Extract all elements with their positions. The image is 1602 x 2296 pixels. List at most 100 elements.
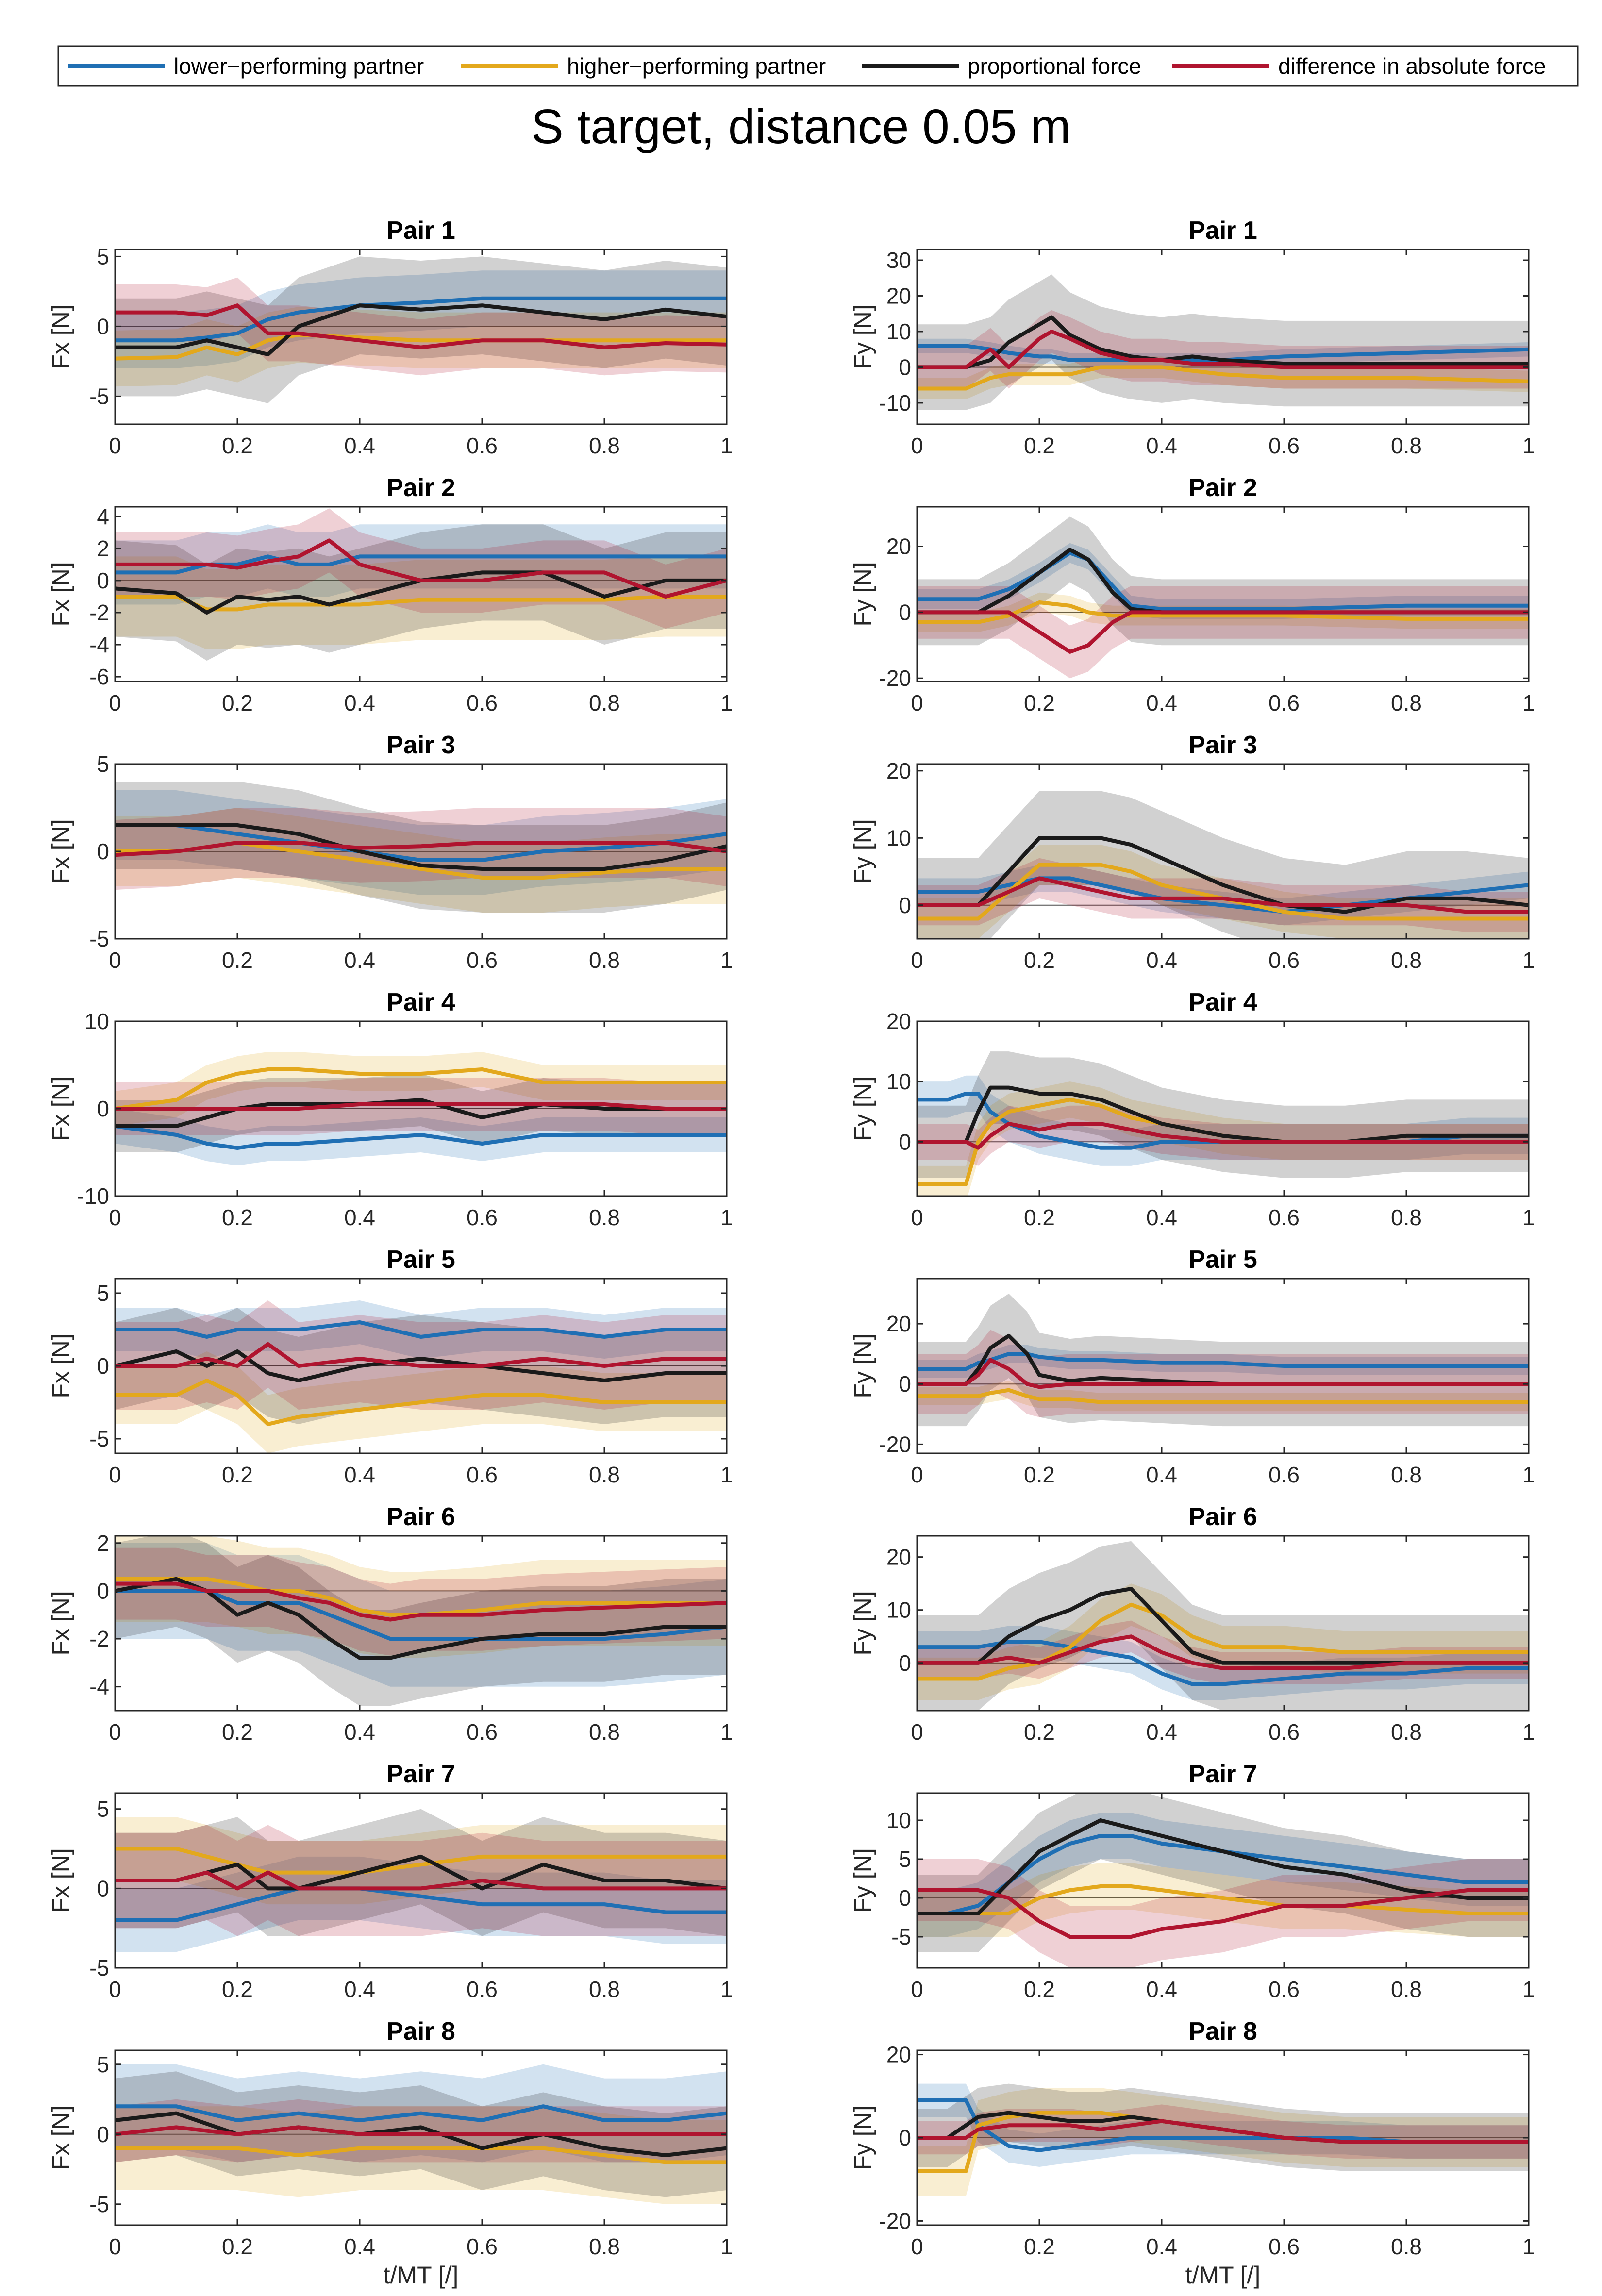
panel-title: Pair 4 <box>1188 988 1257 1016</box>
panel-title: Pair 2 <box>1188 474 1257 502</box>
series-band <box>115 1817 727 1905</box>
x-tick-label: 0.6 <box>1268 1977 1300 2002</box>
series-line <box>115 2125 727 2136</box>
series-band <box>917 1793 1529 1952</box>
series-line <box>917 344 1529 362</box>
x-tick-label: 0.4 <box>344 690 375 715</box>
series-line <box>917 2098 1529 2152</box>
y-tick-label: 0 <box>97 2122 109 2147</box>
plot-area <box>917 516 1529 679</box>
y-tick-label: -20 <box>879 2208 911 2233</box>
x-tick-label: 0.8 <box>589 1462 620 1487</box>
series-line <box>917 863 1529 921</box>
y-tick-label: -5 <box>89 2192 109 2217</box>
series-line <box>115 1102 727 1111</box>
x-tick-label: 0.8 <box>589 948 620 973</box>
x-tick-label: 0.2 <box>222 1719 253 1745</box>
x-tick-label: 0.2 <box>1024 2234 1055 2259</box>
x-tick-label: 1 <box>720 433 733 458</box>
series-band <box>917 1294 1529 1427</box>
x-axis-label: t/MT [/] <box>1185 2262 1261 2289</box>
y-tick-label: 0 <box>899 1885 911 1911</box>
series-line <box>115 1581 727 1622</box>
y-axis-label: Fx [N] <box>47 1333 74 1398</box>
y-axis-label: Fy [N] <box>849 2105 876 2170</box>
y-tick-label: 10 <box>886 1069 911 1094</box>
series-line <box>917 1634 1529 1670</box>
series-band <box>917 1583 1529 1700</box>
series-band <box>917 2104 1529 2159</box>
x-tick-label: 0.2 <box>222 1462 253 1487</box>
y-tick-label: -6 <box>89 664 109 689</box>
y-tick-label: -2 <box>89 1626 109 1651</box>
y-axis-label: Fy [N] <box>849 1848 876 1913</box>
x-tick-label: 0.2 <box>222 948 253 973</box>
y-axis-label: Fx [N] <box>47 2105 74 2170</box>
series-line <box>917 1884 1529 1915</box>
axes-frame <box>916 1535 1530 1712</box>
legend-label: lower−performing partner <box>174 53 424 79</box>
y-tick-label: 20 <box>886 758 911 783</box>
x-tick-label: 0.2 <box>1024 690 1055 715</box>
x-tick-label: 0 <box>911 1977 923 2002</box>
y-axis-label: Fy [N] <box>849 562 876 626</box>
series-band <box>115 270 727 368</box>
x-tick-label: 0.8 <box>1391 1205 1422 1230</box>
x-tick-label: 0 <box>911 1462 923 1487</box>
x-tick-label: 0.6 <box>1268 948 1300 973</box>
x-tick-label: 0.2 <box>222 433 253 458</box>
y-tick-label: 10 <box>886 825 911 850</box>
plot-area <box>115 1052 727 1165</box>
series-line <box>115 823 727 871</box>
panel-title: Pair 6 <box>1188 1503 1257 1531</box>
x-tick-label: 1 <box>720 948 733 973</box>
figure-title: S target, distance 0.05 m <box>531 100 1071 154</box>
series-line <box>917 1358 1529 1389</box>
y-tick-label: 2 <box>97 1531 109 1556</box>
plot-area <box>115 1809 727 1952</box>
x-tick-label: 0.6 <box>467 1462 498 1487</box>
x-tick-label: 0 <box>109 1205 121 1230</box>
series-band <box>115 1547 727 1656</box>
y-axis-label: Fx [N] <box>47 304 74 369</box>
x-tick-label: 0.8 <box>589 1977 620 2002</box>
series-line <box>115 2146 727 2164</box>
series-line <box>917 1640 1529 1686</box>
x-axis-label: t/MT [/] <box>384 2262 459 2289</box>
y-tick-label: 10 <box>886 319 911 344</box>
x-tick-label: 0 <box>911 433 923 458</box>
x-tick-label: 0.6 <box>467 948 498 973</box>
x-tick-label: 0.8 <box>1391 948 1422 973</box>
x-tick-label: 0.6 <box>467 1719 498 1745</box>
plot-area <box>917 1793 1529 1968</box>
y-tick-label: 0 <box>899 2125 911 2150</box>
panel-title: Pair 6 <box>386 1503 455 1531</box>
plot-area <box>115 256 727 403</box>
x-tick-label: 0.8 <box>1391 1462 1422 1487</box>
x-tick-label: 1 <box>720 1205 733 1230</box>
series-line <box>115 1577 727 1617</box>
series-band <box>115 1109 727 1165</box>
x-tick-label: 1 <box>1522 433 1535 458</box>
plot-area <box>917 1294 1529 1427</box>
x-tick-label: 0.2 <box>1024 948 1055 973</box>
y-tick-label: 0 <box>899 354 911 380</box>
x-tick-label: 1 <box>720 1719 733 1745</box>
x-tick-label: 0 <box>911 2234 923 2259</box>
y-tick-label: 0 <box>97 1353 109 1379</box>
y-tick-label: 5 <box>899 1847 911 1872</box>
x-tick-label: 0.4 <box>1146 433 1177 458</box>
series-line <box>917 1122 1529 1150</box>
series-line <box>917 2119 1529 2144</box>
panel-title: Pair 2 <box>386 474 455 502</box>
legend-label: higher−performing partner <box>567 53 826 79</box>
x-tick-label: 0.8 <box>1391 690 1422 715</box>
x-tick-label: 1 <box>1522 1462 1535 1487</box>
y-axis-label: Fx [N] <box>47 819 74 883</box>
